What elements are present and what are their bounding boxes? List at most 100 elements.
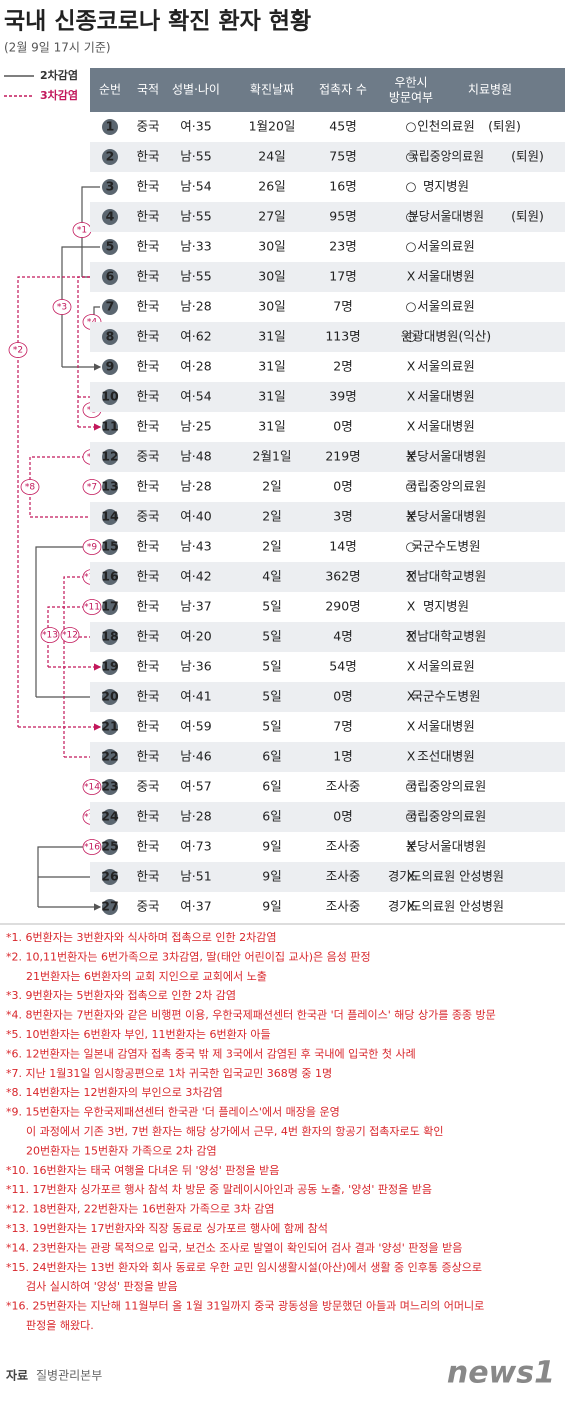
cell-text: 한국 bbox=[136, 569, 159, 584]
row-stripe bbox=[90, 442, 565, 472]
cell-text: 한국 bbox=[136, 839, 159, 854]
cell-text: 분당서울대병원 bbox=[406, 509, 487, 524]
cell-text: 1월20일 bbox=[249, 119, 296, 134]
marker-label: *2 bbox=[13, 346, 23, 356]
cell-text: 7명 bbox=[333, 299, 352, 314]
cell-text: 국립중앙의료원 bbox=[406, 809, 487, 824]
number-badge bbox=[102, 629, 118, 645]
cell-text: 2명 bbox=[333, 359, 352, 374]
cell-text: 한국 bbox=[136, 629, 159, 644]
cell-text: X bbox=[407, 749, 416, 764]
cell-text: ○ bbox=[406, 539, 417, 554]
cell-text: X bbox=[407, 689, 416, 704]
cell-text: 여·37 bbox=[180, 899, 211, 914]
link-line bbox=[29, 456, 100, 517]
cell-text: 남·48 bbox=[180, 449, 211, 464]
marker-bubble bbox=[20, 479, 40, 495]
cell-text: 17명 bbox=[329, 269, 356, 284]
cell-text: 한국 bbox=[136, 719, 159, 734]
cell-text: 31일 bbox=[258, 389, 285, 404]
cell-text: 여·40 bbox=[180, 509, 211, 524]
cell-text: 서울의료원 bbox=[417, 239, 475, 254]
footnote: *4. 8번환자는 7번환자와 같은 비행편 이용, 우한국제패션센터 한국관 … bbox=[6, 1008, 496, 1022]
cell-text: 한국 bbox=[136, 179, 159, 194]
footnote: *9. 15번환자는 우한국제패션센터 한국관 '더 플레이스'에서 매장을 운… bbox=[6, 1106, 340, 1119]
row-stripe bbox=[90, 262, 565, 292]
header-label: 확진날짜 bbox=[250, 83, 294, 97]
cell-text: 분당서울대병원 bbox=[406, 449, 487, 464]
cell-text: 중국 bbox=[136, 779, 159, 794]
link-line bbox=[61, 246, 100, 367]
cell-text: 2 bbox=[106, 149, 115, 164]
cell-text: 12 bbox=[101, 449, 118, 464]
cell-text: 여·35 bbox=[180, 119, 211, 134]
cell-text: 4 bbox=[106, 209, 115, 224]
cell-text: 6일 bbox=[262, 749, 281, 764]
cell-text: 20 bbox=[101, 689, 119, 704]
footnote: *10. 16번환자는 태국 여행을 다녀온 뒤 '양성' 판정을 받음 bbox=[6, 1164, 279, 1177]
cell-text: 5일 bbox=[262, 719, 281, 734]
cell-text: 국립중앙의료원 bbox=[408, 149, 484, 164]
source-label: 자료 bbox=[6, 1368, 28, 1383]
cell-text: 중국 bbox=[136, 509, 159, 524]
cell-text: 30일 bbox=[258, 239, 285, 254]
cell-text: X bbox=[407, 359, 416, 374]
cell-text: 10 bbox=[101, 389, 119, 404]
cell-text: 5 bbox=[106, 239, 115, 254]
cell-text: 서울대병원 bbox=[417, 719, 475, 734]
cell-text: 남·51 bbox=[180, 869, 211, 884]
cell-text: 2일 bbox=[262, 479, 281, 494]
cell-text: 남·55 bbox=[180, 269, 211, 284]
cell-text: 남·46 bbox=[180, 749, 211, 764]
cell-text: 남·36 bbox=[180, 659, 211, 674]
marker-bubble bbox=[82, 779, 102, 795]
cell-text: ○ bbox=[406, 779, 417, 794]
marker-label: *8 bbox=[25, 483, 36, 493]
cell-text: 15 bbox=[101, 539, 118, 554]
row-stripe bbox=[90, 562, 565, 592]
cell-text: X bbox=[407, 269, 416, 284]
cell-text: 5일 bbox=[262, 689, 281, 704]
footnote: *5. 10번환자는 6번환자 부인, 11번환자는 6번환자 아들 bbox=[6, 1028, 271, 1041]
cell-text: X bbox=[407, 869, 416, 884]
cell-text: 25 bbox=[101, 839, 118, 854]
number-badge bbox=[102, 599, 118, 615]
cell-text: 한국 bbox=[136, 419, 159, 434]
number-badge bbox=[102, 869, 118, 885]
cell-text: 4명 bbox=[333, 629, 352, 644]
marker-label: *3 bbox=[57, 303, 67, 313]
footnote: *2. 10,11번환자는 6번가족으로 3차감염, 딸(태안 어린이집 교사)… bbox=[6, 950, 371, 963]
number-badge bbox=[102, 749, 118, 765]
cell-text: 한국 bbox=[136, 269, 159, 284]
cell-text: 한국 bbox=[136, 599, 159, 614]
cell-text: 7명 bbox=[333, 719, 352, 734]
cell-text: 27일 bbox=[258, 209, 285, 224]
cell-text: 21 bbox=[101, 719, 118, 734]
footnote: *7. 지난 1월31일 임시항공편으로 1차 귀국한 입국교민 368명 중 … bbox=[6, 1066, 332, 1080]
subtitle: (2월 9일 17시 기준) bbox=[4, 41, 111, 55]
number-badge bbox=[102, 689, 118, 705]
cell-text: 여·73 bbox=[180, 839, 211, 854]
cell-text: 남·33 bbox=[180, 239, 211, 254]
cell-text: 2일 bbox=[262, 509, 281, 524]
cell-text: 서울의료원 bbox=[417, 659, 475, 674]
cell-text: 남·55 bbox=[180, 209, 211, 224]
source-text: 질병관리본부 bbox=[36, 1369, 102, 1383]
cell-text: X bbox=[407, 419, 416, 434]
discharge-note: (퇴원) bbox=[488, 119, 521, 134]
cell-text: 31일 bbox=[258, 329, 285, 344]
cell-text: 서울대병원 bbox=[417, 269, 475, 284]
number-badge bbox=[102, 119, 118, 135]
cell-text: 3명 bbox=[333, 509, 352, 524]
cell-text: 22 bbox=[101, 749, 118, 764]
cell-text: 19 bbox=[101, 659, 118, 674]
cell-text: 13 bbox=[101, 479, 118, 494]
cell-text: 남·43 bbox=[180, 539, 211, 554]
cell-text: 여·57 bbox=[180, 779, 211, 794]
cell-text: 26 bbox=[101, 869, 119, 884]
discharge-note: (퇴원) bbox=[511, 209, 544, 224]
cell-text: X bbox=[407, 899, 416, 914]
cell-text: 27 bbox=[101, 899, 118, 914]
row-stripe bbox=[90, 622, 565, 652]
footnote: *11. 17번환자 싱가포르 행사 참석 차 방문 중 말레이시아인과 공동 … bbox=[6, 1183, 432, 1196]
